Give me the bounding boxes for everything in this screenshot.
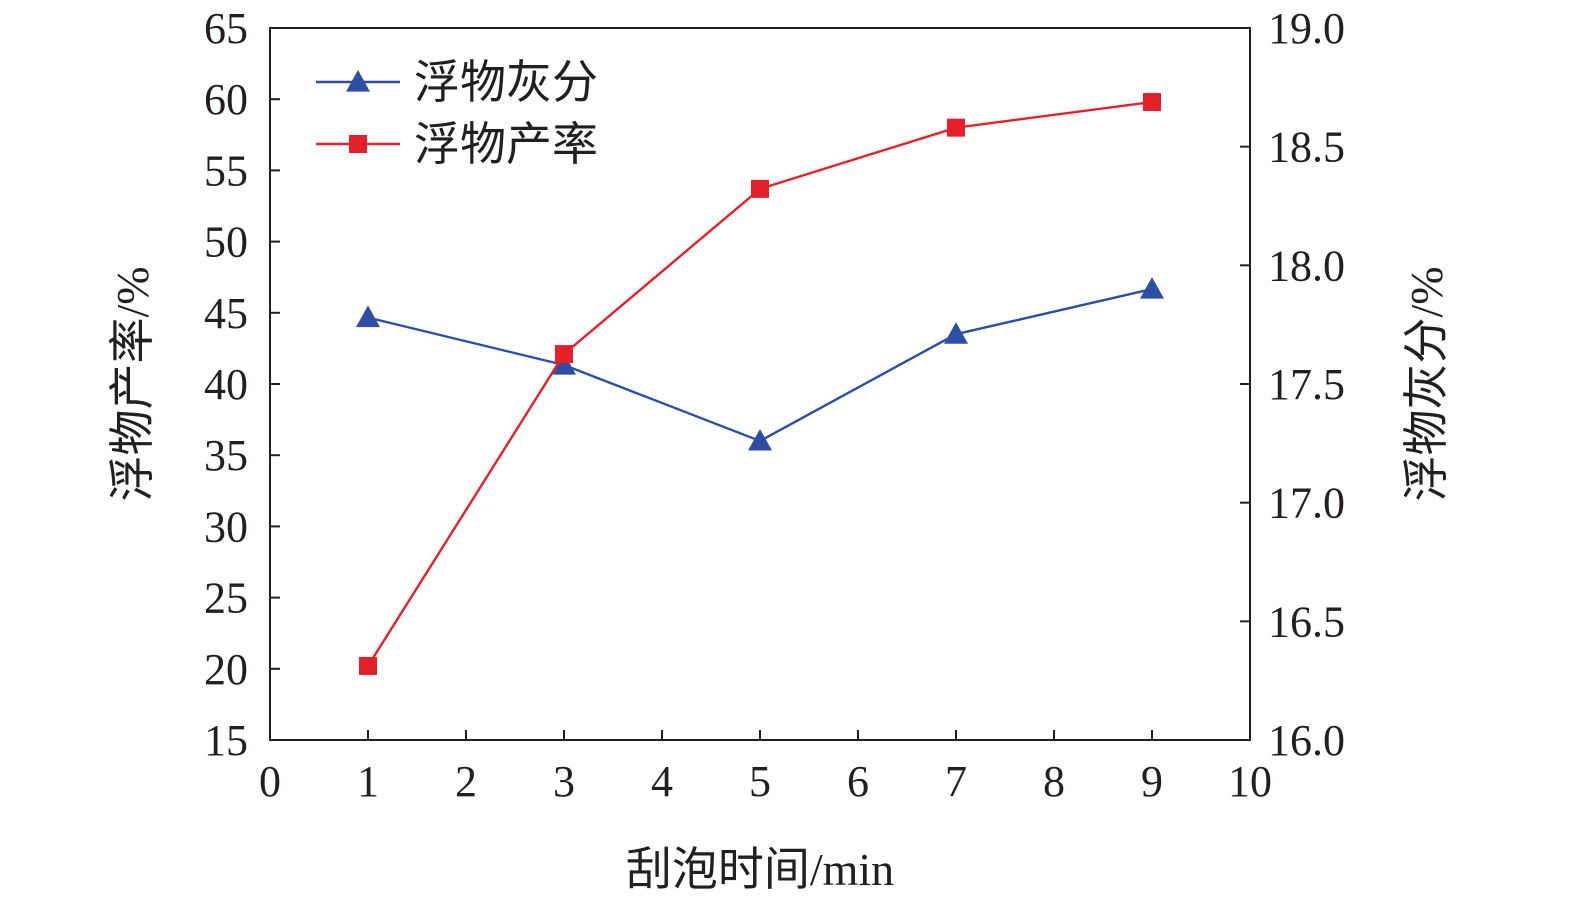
right-y-tick-label: 16.0 [1268, 716, 1345, 765]
left-y-tick-label: 65 [204, 4, 248, 53]
left-y-tick-label: 60 [204, 75, 248, 124]
left-y-tick-label: 25 [204, 574, 248, 623]
series-layer [356, 93, 1164, 675]
left-y-axis: 15 20 25 30 35 40 45 50 55 60 65 [204, 4, 280, 765]
right-y-tick-label: 17.0 [1268, 479, 1345, 528]
x-tick-label: 7 [945, 757, 967, 806]
left-y-tick-label: 40 [204, 360, 248, 409]
ash-series-point [356, 305, 380, 328]
ash-series [356, 277, 1164, 451]
ash-series-point [552, 353, 576, 375]
x-tick-label: 0 [259, 757, 281, 806]
left-y-tick-label: 15 [204, 716, 248, 765]
left-y-tick-label: 20 [204, 645, 248, 694]
left-y-tick-label: 50 [204, 218, 248, 267]
right-y-axis-title: 浮物灰分/% [1401, 266, 1452, 501]
yield-series-point [947, 118, 965, 137]
x-tick-label: 9 [1141, 757, 1163, 806]
x-tick-label: 10 [1228, 757, 1272, 806]
ash-series-point [1140, 277, 1164, 299]
right-y-tick-label: 17.5 [1268, 360, 1345, 409]
right-y-tick-label: 18.0 [1268, 241, 1345, 290]
right-y-axis: 16.0 16.5 17.0 17.5 18.0 18.5 19.0 [1240, 4, 1345, 765]
legend-item-yield: 浮物产率 [316, 119, 598, 170]
left-y-axis-title: 浮物产率/% [107, 266, 158, 501]
legend-label: 浮物产率 [414, 119, 598, 170]
x-tick-label: 8 [1043, 757, 1065, 806]
yield-series-point [359, 656, 377, 675]
right-y-tick-label: 19.0 [1268, 4, 1345, 53]
x-tick-label: 5 [749, 757, 771, 806]
legend-marker [349, 135, 367, 153]
right-y-tick-label: 16.5 [1268, 597, 1345, 646]
yield-series [359, 93, 1161, 675]
legend-marker [346, 70, 370, 92]
legend-label: 浮物灰分 [414, 57, 598, 108]
x-axis: 0 1 2 3 4 5 6 7 8 9 10 [259, 730, 1272, 806]
x-tick-label: 6 [847, 757, 869, 806]
left-y-tick-label: 30 [204, 502, 248, 551]
yield-series-point [751, 179, 769, 198]
left-y-tick-label: 55 [204, 146, 248, 195]
ash-series-point [748, 428, 772, 451]
x-tick-label: 3 [553, 757, 575, 806]
x-tick-label: 4 [651, 757, 673, 806]
right-y-tick-label: 18.5 [1268, 123, 1345, 172]
left-y-tick-label: 45 [204, 289, 248, 338]
left-y-tick-label: 35 [204, 431, 248, 480]
x-axis-title: 刮泡时间/min [626, 844, 894, 895]
x-tick-label: 1 [357, 757, 379, 806]
ash-series-line [367, 287, 1153, 443]
legend-item-ash: 浮物灰分 [316, 57, 598, 108]
yield-series-point [1143, 93, 1161, 112]
yield-series-point [555, 345, 573, 364]
x-tick-label: 2 [455, 757, 477, 806]
ash-series-point [944, 322, 968, 344]
